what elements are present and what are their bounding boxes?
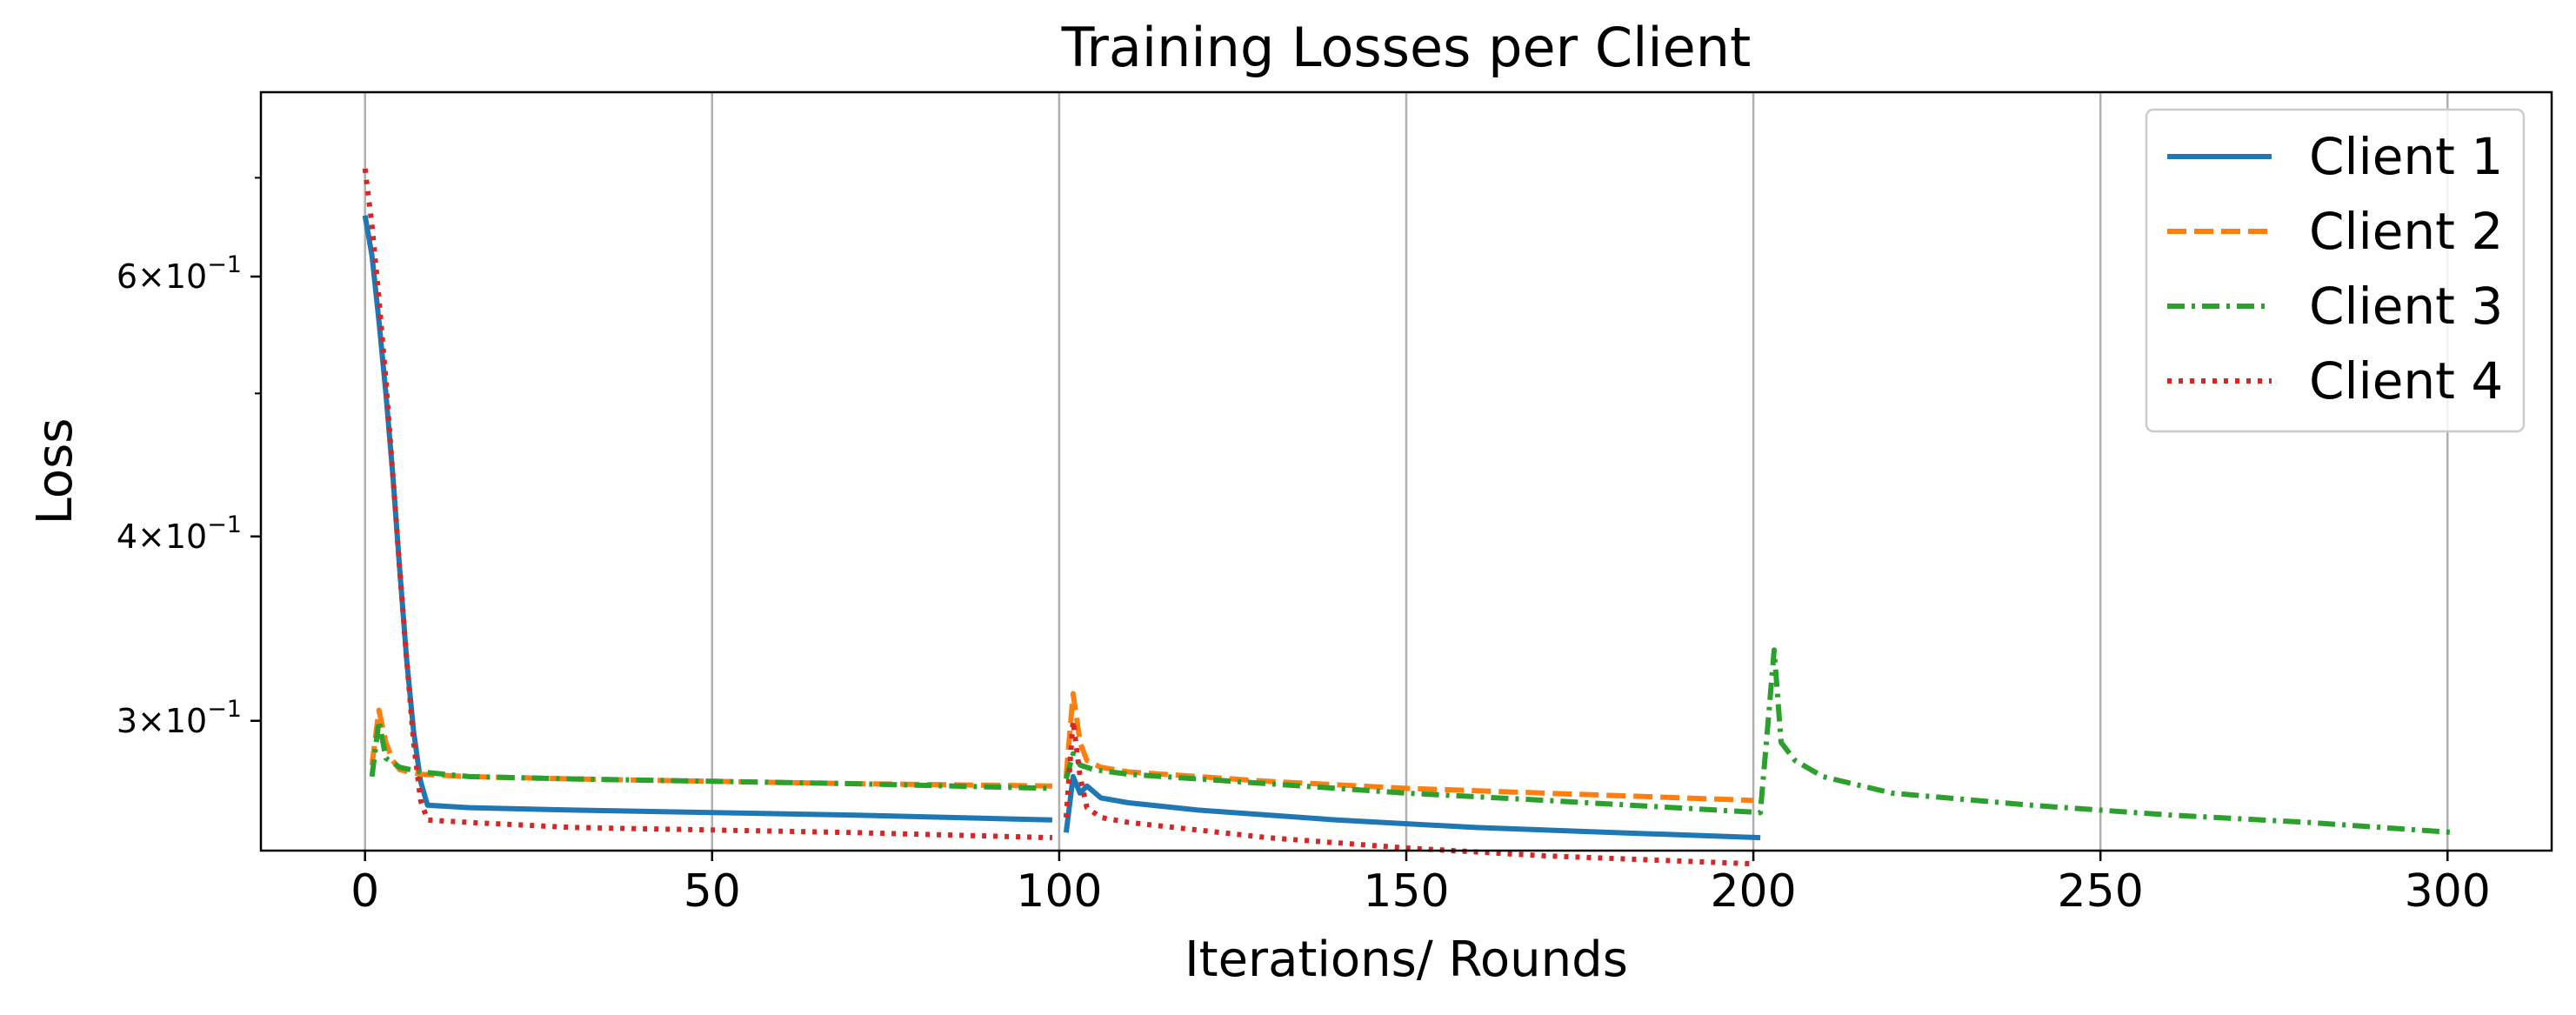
x-axis-ticks: 0 50 100 150 200 250 300 [350, 851, 2491, 918]
series-segment [1064, 647, 2455, 836]
series-segment [1063, 691, 1754, 804]
series-line [369, 647, 2455, 836]
legend: Client 1 Client 2 Client 3 Client 4 [2145, 108, 2526, 433]
legend-box [2145, 108, 2526, 433]
chart-title: Training Losses per Client [1061, 16, 1752, 79]
y-axis-label: Loss [27, 418, 83, 525]
y-axis-ticks: 6×10−1 4×10−1 3×10−1 [117, 177, 261, 740]
x-axis-label: Iterations/ Rounds [1185, 932, 1628, 988]
x-tick-label: 50 [684, 865, 741, 918]
x-tick-label: 300 [2405, 865, 2491, 918]
series-segment [369, 707, 1052, 789]
y-tick-label: 3×10−1 [117, 696, 242, 740]
series-line [362, 215, 1761, 841]
x-tick-label: 200 [1710, 865, 1796, 918]
x-tick-label: 0 [350, 865, 379, 918]
series-segment [369, 718, 1052, 791]
series-lines [362, 168, 2455, 867]
legend-label: Client 1 [2309, 127, 2503, 186]
x-tick-label: 150 [1363, 865, 1449, 918]
series-segment [362, 215, 1052, 823]
legend-label: Client 3 [2309, 277, 2503, 336]
legend-label: Client 2 [2309, 202, 2503, 261]
y-tick-label: 4×10−1 [117, 511, 242, 556]
x-tick-label: 100 [1016, 865, 1102, 918]
series-segment [1063, 773, 1761, 841]
x-tick-label: 250 [2058, 865, 2144, 918]
y-tick-label: 6×10−1 [117, 251, 242, 296]
series-line [362, 168, 1754, 867]
series-segment [362, 168, 1052, 841]
series-segment [1063, 718, 1754, 867]
series-line [369, 691, 1754, 804]
legend-label: Client 4 [2309, 351, 2503, 411]
